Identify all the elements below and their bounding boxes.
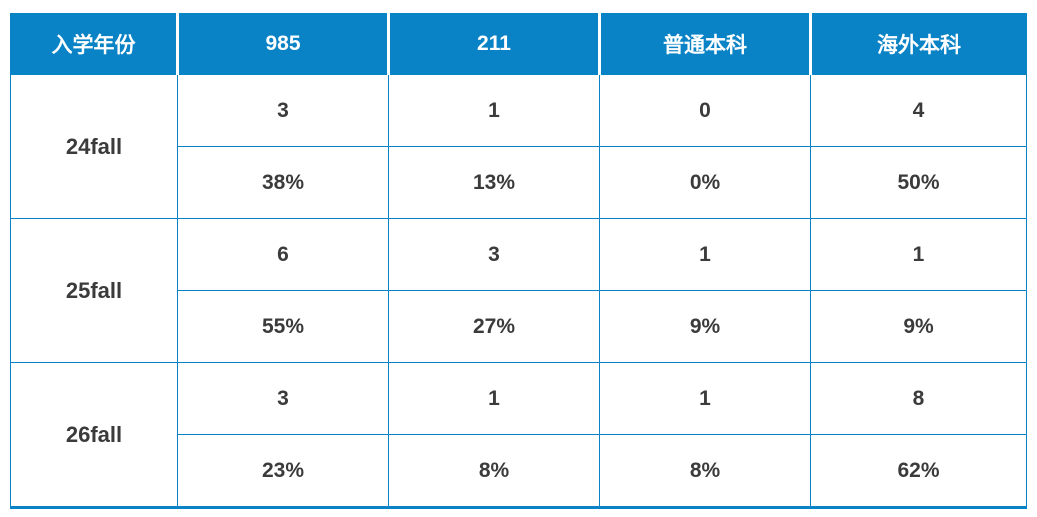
table-row-25fall-counts: 25fall 6 3 1 1 — [10, 218, 1027, 363]
percent-cell: 23% — [177, 434, 389, 508]
count-cell: 4 — [810, 74, 1027, 147]
percent-cell: 50% — [810, 146, 1027, 219]
count-cell: 3 — [177, 362, 389, 435]
percent-cell: 8% — [388, 434, 600, 508]
table-row-24fall-percents: 38% 13% 0% 50% — [11, 146, 1027, 219]
percent-cell: 9% — [599, 290, 811, 363]
percent-cell: 9% — [810, 290, 1027, 363]
table-row-26fall-counts: 26fall 3 1 1 8 — [10, 362, 1027, 508]
count-cell: 1 — [388, 362, 600, 435]
table-row-26fall-percents: 23% 8% 8% 62% — [11, 434, 1027, 508]
count-cell: 1 — [599, 218, 811, 291]
admissions-background-table: 入学年份 985 211 普通本科 海外本科 24fall 3 1 0 4 38… — [10, 13, 1027, 509]
percent-cell: 27% — [388, 290, 600, 363]
header-row: 入学年份 985 211 普通本科 海外本科 — [10, 13, 1027, 75]
count-cell: 6 — [177, 218, 389, 291]
count-cell: 0 — [599, 74, 811, 147]
table-row-25fall-percents: 55% 27% 9% 9% — [11, 290, 1027, 363]
count-cell: 3 — [177, 74, 389, 147]
percent-cell: 13% — [388, 146, 600, 219]
header-cell-overseas-undergrad: 海外本科 — [810, 13, 1027, 75]
count-cell: 1 — [810, 218, 1027, 291]
count-cell: 3 — [388, 218, 600, 291]
header-cell-regular-undergrad: 普通本科 — [599, 13, 812, 75]
year-cell-25fall: 25fall — [10, 218, 178, 363]
header-cell-enrollment-year: 入学年份 — [10, 13, 179, 75]
count-cell: 1 — [388, 74, 600, 147]
count-cell: 8 — [810, 362, 1027, 435]
table-row-24fall-counts: 24fall 3 1 0 4 — [10, 74, 1027, 219]
percent-cell: 8% — [599, 434, 811, 508]
percent-cell: 0% — [599, 146, 811, 219]
header-cell-985: 985 — [177, 13, 390, 75]
percent-cell: 38% — [177, 146, 389, 219]
percent-cell: 62% — [810, 434, 1027, 508]
header-cell-211: 211 — [388, 13, 601, 75]
count-cell: 1 — [599, 362, 811, 435]
year-cell-26fall: 26fall — [10, 362, 178, 508]
year-cell-24fall: 24fall — [10, 74, 178, 219]
percent-cell: 55% — [177, 290, 389, 363]
